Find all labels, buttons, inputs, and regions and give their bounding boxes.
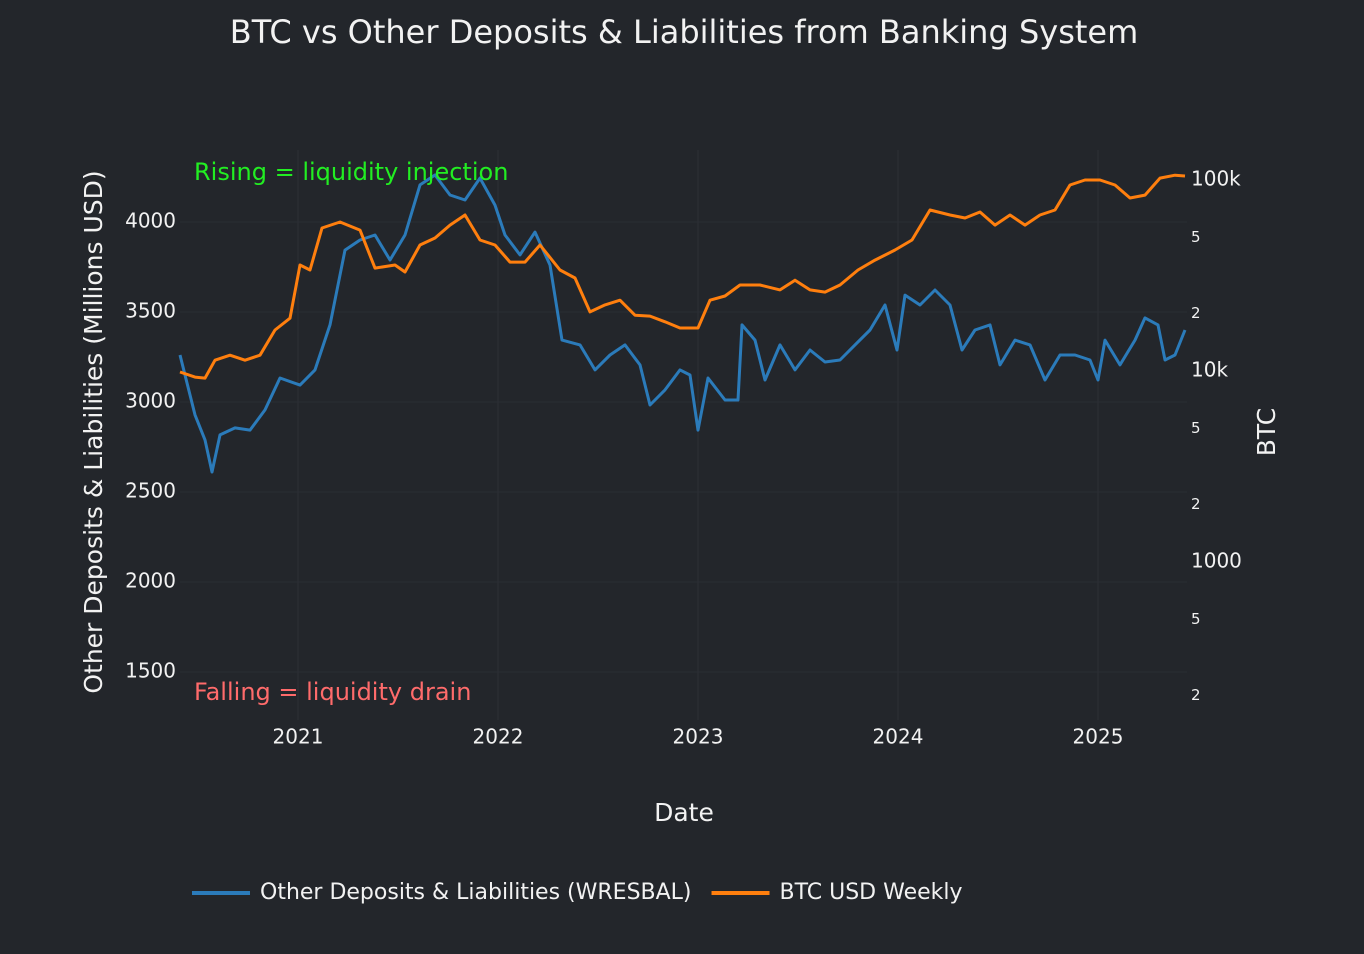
x-tick-label: 2023 [673,725,724,749]
x-axis-title: Date [654,798,714,827]
x-tick-label: 2021 [273,725,324,749]
legend-label: Other Deposits & Liabilities (WRESBAL) [260,880,692,905]
y2-tick-label: 10k [1191,358,1228,382]
x-tick-label: 2025 [1073,725,1124,749]
annotation: Falling = liquidity drain [194,678,471,706]
y-tick-label: 2000 [125,568,176,592]
y2-tick-label: 100k [1191,167,1241,191]
y2-tick-label: 5 [1191,610,1201,628]
legend-label: BTC USD Weekly [780,880,963,905]
y2-axis-title: BTC [1252,408,1281,456]
data-line [178,173,1187,474]
annotation: Rising = liquidity injection [194,158,508,186]
y2-tick-label: 5 [1191,228,1201,246]
y-tick-label: 3500 [125,298,176,322]
data-line [179,173,1186,380]
y2-tick-label: 2 [1191,304,1201,322]
x-tick-label: 2022 [473,725,524,749]
y2-tick-label: 5 [1191,419,1201,437]
y2-tick-label: 2 [1191,495,1201,513]
y-axis-title: Other Deposits & Liabilities (Millions U… [79,170,108,693]
y-tick-label: 2500 [125,478,176,502]
y2-tick-label: 2 [1191,686,1201,704]
y2-tick-label: 1000 [1191,549,1242,573]
x-tick-label: 2024 [873,725,924,749]
y-tick-label: 3000 [125,388,176,412]
chart-title: BTC vs Other Deposits & Liabilities from… [230,13,1139,51]
y-tick-label: 1500 [125,658,176,682]
y-tick-label: 4000 [125,208,176,232]
